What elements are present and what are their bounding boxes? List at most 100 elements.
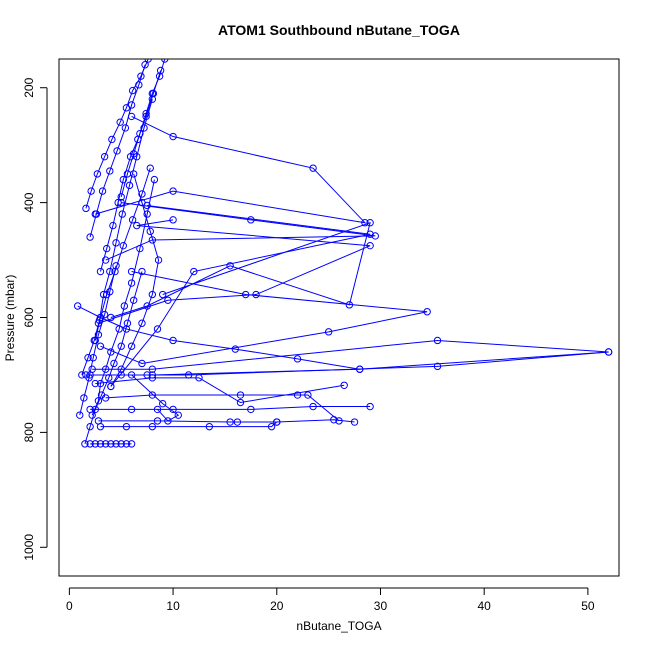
x-tick-label: 50 xyxy=(581,599,595,613)
series-line xyxy=(100,271,428,364)
data-point xyxy=(164,296,172,304)
data-point xyxy=(154,256,163,264)
data-point xyxy=(159,290,167,299)
data-point xyxy=(148,371,157,379)
data-point xyxy=(226,418,234,426)
data-point xyxy=(86,371,94,379)
data-point xyxy=(106,267,114,276)
data-point xyxy=(86,422,94,431)
data-point xyxy=(164,417,172,425)
y-tick-label: 800 xyxy=(22,422,36,442)
data-point xyxy=(142,109,150,118)
data-point xyxy=(123,319,132,327)
data-point xyxy=(94,331,103,339)
data-point xyxy=(117,193,125,201)
data-point xyxy=(433,336,442,345)
series-line xyxy=(77,305,360,370)
data-point xyxy=(103,244,111,253)
data-point xyxy=(247,405,255,414)
data-point xyxy=(128,86,137,95)
data-point xyxy=(345,301,354,309)
data-point xyxy=(96,313,105,322)
data-point xyxy=(106,287,114,296)
data-point xyxy=(138,267,146,276)
data-point xyxy=(267,422,276,431)
data-point xyxy=(112,440,120,448)
data-point xyxy=(91,379,99,388)
data-point xyxy=(86,440,94,448)
y-tick-label: 200 xyxy=(22,77,36,97)
data-point xyxy=(304,391,312,399)
data-point xyxy=(335,417,343,425)
data-point xyxy=(96,342,105,350)
data-point xyxy=(273,418,281,426)
data-point xyxy=(119,175,127,184)
plot-area xyxy=(58,58,620,577)
data-point xyxy=(247,216,255,224)
data-point xyxy=(116,118,124,126)
data-point xyxy=(324,328,333,336)
data-point xyxy=(122,422,131,431)
x-tick-label: 10 xyxy=(166,599,180,613)
data-point xyxy=(117,342,125,350)
data-point xyxy=(96,267,105,276)
data-point xyxy=(101,394,110,402)
data-point xyxy=(127,405,136,414)
data-point xyxy=(112,239,120,247)
data-point xyxy=(91,440,99,448)
series-line xyxy=(95,377,345,404)
data-point xyxy=(138,319,146,327)
series-line xyxy=(89,64,146,238)
x-tick-label: 30 xyxy=(374,599,388,613)
data-point xyxy=(93,170,102,178)
data-point xyxy=(87,187,95,195)
data-point xyxy=(184,371,193,379)
series-line xyxy=(110,204,371,387)
data-point xyxy=(350,418,359,426)
data-point xyxy=(127,440,136,448)
data-point xyxy=(231,345,239,353)
series-line xyxy=(105,394,340,422)
data-point xyxy=(117,440,125,448)
data-point xyxy=(159,399,167,408)
data-point xyxy=(371,232,379,240)
data-point xyxy=(94,417,103,425)
data-point xyxy=(128,216,137,224)
data-point xyxy=(169,216,177,224)
data-point xyxy=(125,181,134,190)
data-point xyxy=(101,440,110,448)
data-point xyxy=(82,371,90,379)
x-axis: 0 10 20 30 40 50 xyxy=(66,587,595,613)
data-point xyxy=(91,210,99,218)
data-point xyxy=(138,359,146,368)
series-line xyxy=(98,219,371,324)
y-tick-label: 400 xyxy=(22,192,36,212)
data-point xyxy=(433,362,442,371)
x-tick-label: 0 xyxy=(66,599,73,613)
data-point xyxy=(118,210,126,218)
data-point xyxy=(293,355,302,363)
data-point xyxy=(127,112,136,121)
data-point xyxy=(101,256,110,264)
data-point xyxy=(81,440,89,448)
x-tick-label: 20 xyxy=(270,599,284,613)
data-point xyxy=(107,313,115,322)
data-point xyxy=(94,397,103,405)
series-line xyxy=(85,351,609,376)
data-point xyxy=(89,354,97,362)
series-line xyxy=(105,202,376,261)
data-point xyxy=(361,219,369,227)
data-point xyxy=(129,150,138,158)
data-point xyxy=(148,290,157,299)
x-tick-label: 40 xyxy=(478,599,492,613)
data-point xyxy=(146,164,154,172)
data-point xyxy=(169,187,177,195)
data-point xyxy=(108,135,116,144)
series-line xyxy=(120,59,166,197)
series-line xyxy=(110,221,371,318)
data-point xyxy=(109,221,117,230)
data-point xyxy=(356,365,364,373)
data-point xyxy=(366,219,374,227)
data-point xyxy=(423,308,431,316)
